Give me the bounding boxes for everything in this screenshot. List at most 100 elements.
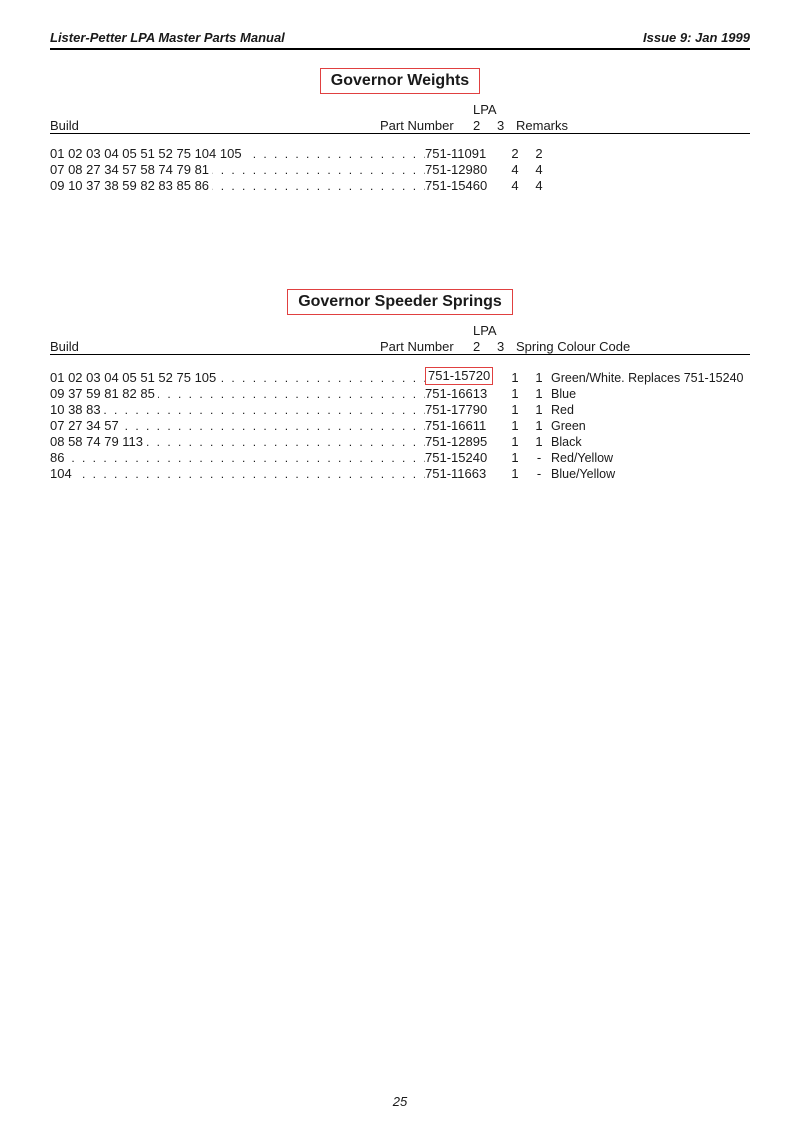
table-row: . . . . . . . . . . . . . . . . . . . . … (50, 367, 750, 386)
lpa2-qty: 2 (503, 146, 527, 162)
remarks: Red (551, 402, 750, 418)
remarks (551, 162, 750, 178)
section2: Governor Speeder Springs Build Part Numb… (50, 289, 750, 482)
table-row: . . . . . . . . . . . . . . . . . . . . … (50, 178, 750, 194)
build-cell: . . . . . . . . . . . . . . . . . . . . … (50, 162, 425, 178)
part-number: 751-11663 (425, 466, 503, 482)
section1-title-wrap: Governor Weights (50, 68, 750, 94)
build-text: 86 (50, 450, 67, 465)
build-text: 104 (50, 466, 75, 481)
leader-dots: . . . . . . . . . . . . . . . . . . . . … (50, 467, 425, 481)
build-text: 01 02 03 04 05 51 52 75 105 (50, 370, 219, 385)
lpa3-qty: - (527, 466, 551, 482)
remarks: Black (551, 434, 750, 450)
col-remarks: Spring Colour Code (516, 339, 630, 354)
col-lpa3: 3 (497, 339, 504, 354)
build-cell: . . . . . . . . . . . . . . . . . . . . … (50, 434, 425, 450)
col-lpa-group: LPA (473, 102, 497, 117)
part-number: 751-11091 (425, 146, 503, 162)
remarks: Red/Yellow (551, 450, 750, 466)
part-number: 751-16613 (425, 386, 503, 402)
table-row: . . . . . . . . . . . . . . . . . . . . … (50, 418, 750, 434)
highlighted-part-number: 751-15720 (425, 367, 493, 385)
lpa2-qty: 1 (503, 450, 527, 466)
table-row: . . . . . . . . . . . . . . . . . . . . … (50, 146, 750, 162)
part-number: 751-16611 (425, 418, 503, 434)
lpa2-qty: 1 (503, 466, 527, 482)
lpa3-qty: 4 (527, 162, 551, 178)
col-lpa-group: LPA (473, 323, 497, 338)
table-row: . . . . . . . . . . . . . . . . . . . . … (50, 402, 750, 418)
header-right: Issue 9: Jan 1999 (643, 30, 750, 45)
section1-table: . . . . . . . . . . . . . . . . . . . . … (50, 146, 750, 194)
remarks: Blue (551, 386, 750, 402)
build-cell: . . . . . . . . . . . . . . . . . . . . … (50, 386, 425, 402)
section2-columns: Build Part Number LPA 2 3 Spring Colour … (50, 321, 750, 355)
remarks: Green/White. Replaces 751-15240 (551, 367, 750, 386)
build-text: 08 58 74 79 113 (50, 434, 146, 449)
part-number: 751-15240 (425, 450, 503, 466)
section2-table: . . . . . . . . . . . . . . . . . . . . … (50, 367, 750, 482)
build-cell: . . . . . . . . . . . . . . . . . . . . … (50, 418, 425, 434)
leader-dots: . . . . . . . . . . . . . . . . . . . . … (50, 403, 425, 417)
lpa3-qty: 4 (527, 178, 551, 194)
part-number: 751-15720 (425, 367, 503, 386)
lpa2-qty: 1 (503, 434, 527, 450)
lpa3-qty: 1 (527, 434, 551, 450)
build-cell: . . . . . . . . . . . . . . . . . . . . … (50, 146, 425, 162)
build-text: 07 27 34 57 (50, 418, 122, 433)
build-cell: . . . . . . . . . . . . . . . . . . . . … (50, 466, 425, 482)
build-cell: . . . . . . . . . . . . . . . . . . . . … (50, 178, 425, 194)
section2-title: Governor Speeder Springs (287, 289, 513, 315)
table-row: . . . . . . . . . . . . . . . . . . . . … (50, 450, 750, 466)
build-cell: . . . . . . . . . . . . . . . . . . . . … (50, 450, 425, 466)
col-partnumber: Part Number (380, 118, 454, 133)
lpa2-qty: 1 (503, 402, 527, 418)
build-cell: . . . . . . . . . . . . . . . . . . . . … (50, 367, 425, 386)
col-partnumber: Part Number (380, 339, 454, 354)
table-row: . . . . . . . . . . . . . . . . . . . . … (50, 386, 750, 402)
part-number: 751-12895 (425, 434, 503, 450)
remarks: Blue/Yellow (551, 466, 750, 482)
build-text: 09 37 59 81 82 85 (50, 386, 158, 401)
lpa3-qty: 2 (527, 146, 551, 162)
part-number: 751-17790 (425, 402, 503, 418)
lpa2-qty: 4 (503, 178, 527, 194)
remarks (551, 146, 750, 162)
part-number: 751-12980 (425, 162, 503, 178)
leader-dots: . . . . . . . . . . . . . . . . . . . . … (50, 451, 425, 465)
build-text: 09 10 37 38 59 82 83 85 86 (50, 178, 212, 193)
lpa2-qty: 1 (503, 386, 527, 402)
part-number: 751-15460 (425, 178, 503, 194)
table-row: . . . . . . . . . . . . . . . . . . . . … (50, 162, 750, 178)
lpa3-qty: 1 (527, 367, 551, 386)
build-cell: . . . . . . . . . . . . . . . . . . . . … (50, 402, 425, 418)
col-build: Build (50, 118, 79, 133)
lpa3-qty: - (527, 450, 551, 466)
col-build: Build (50, 339, 79, 354)
table-row: . . . . . . . . . . . . . . . . . . . . … (50, 434, 750, 450)
build-text: 01 02 03 04 05 51 52 75 104 105 (50, 146, 245, 161)
lpa3-qty: 1 (527, 418, 551, 434)
page-header: Lister-Petter LPA Master Parts Manual Is… (50, 30, 750, 50)
lpa2-qty: 1 (503, 418, 527, 434)
build-text: 10 38 83 (50, 402, 104, 417)
header-left: Lister-Petter LPA Master Parts Manual (50, 30, 285, 45)
page: Lister-Petter LPA Master Parts Manual Is… (0, 0, 800, 1127)
section1-title: Governor Weights (320, 68, 480, 94)
col-remarks: Remarks (516, 118, 568, 133)
table-row: . . . . . . . . . . . . . . . . . . . . … (50, 466, 750, 482)
lpa3-qty: 1 (527, 386, 551, 402)
col-lpa2: 2 (473, 339, 480, 354)
lpa2-qty: 4 (503, 162, 527, 178)
section1-columns: Build Part Number LPA 2 3 Remarks (50, 100, 750, 134)
build-text: 07 08 27 34 57 58 74 79 81 (50, 162, 212, 177)
remarks (551, 178, 750, 194)
page-number: 25 (0, 1094, 800, 1109)
col-lpa2: 2 (473, 118, 480, 133)
section2-title-wrap: Governor Speeder Springs (50, 289, 750, 315)
lpa2-qty: 1 (503, 367, 527, 386)
remarks: Green (551, 418, 750, 434)
col-lpa3: 3 (497, 118, 504, 133)
lpa3-qty: 1 (527, 402, 551, 418)
